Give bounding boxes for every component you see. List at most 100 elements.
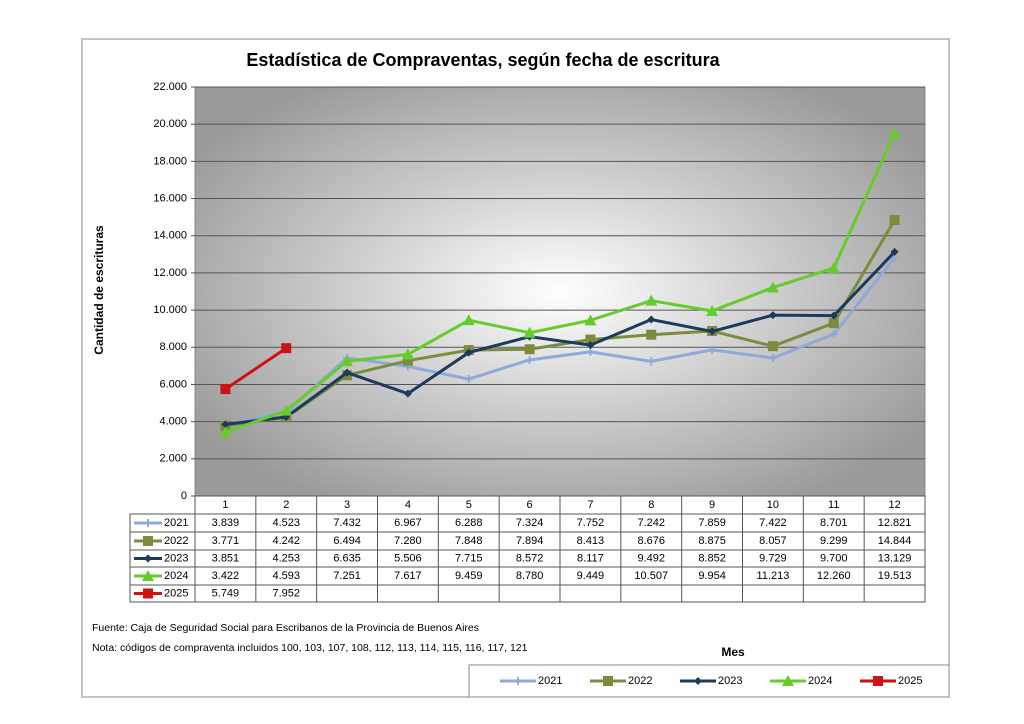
data-point bbox=[645, 294, 658, 306]
legend-marker bbox=[694, 677, 702, 685]
chart-title: Estadística de Compraventas, según fecha… bbox=[246, 50, 720, 70]
data-point bbox=[401, 348, 414, 360]
table-cell: 9.700 bbox=[820, 552, 848, 564]
row-label: 2022 bbox=[164, 535, 188, 547]
x-axis-label: Mes bbox=[721, 645, 745, 659]
x-tick-label: 5 bbox=[466, 499, 472, 511]
data-point bbox=[523, 326, 536, 338]
x-tick-label: 7 bbox=[587, 499, 593, 511]
data-point bbox=[585, 334, 596, 345]
x-tick-label: 10 bbox=[767, 499, 779, 511]
row-key-marker bbox=[144, 554, 152, 563]
series-line bbox=[224, 132, 896, 434]
table-cell: 8.117 bbox=[577, 552, 604, 564]
data-point bbox=[280, 404, 293, 416]
data-point bbox=[462, 314, 475, 326]
data-point bbox=[586, 341, 595, 350]
x-tick-label: 9 bbox=[709, 499, 715, 511]
data-point bbox=[829, 311, 838, 320]
data-point bbox=[646, 329, 657, 340]
table-cell: 9.459 bbox=[455, 570, 483, 582]
legend-label: 2023 bbox=[718, 675, 742, 687]
table-cell: 7.422 bbox=[759, 517, 787, 529]
table-cell: 5.506 bbox=[394, 552, 422, 564]
table-cell: 9.954 bbox=[698, 570, 726, 582]
table-cell: 8.572 bbox=[516, 552, 544, 564]
y-tick-label: 4.000 bbox=[159, 416, 187, 428]
data-point bbox=[403, 389, 412, 398]
note: Nota: códigos de compraventa incluidos 1… bbox=[92, 642, 528, 654]
table-cell: 7.251 bbox=[333, 570, 361, 582]
table-cell: 4.523 bbox=[272, 517, 300, 529]
y-tick-label: 16.000 bbox=[153, 192, 187, 204]
table-cell: 9.492 bbox=[637, 552, 665, 564]
data-point bbox=[647, 357, 656, 366]
data-point bbox=[647, 315, 656, 324]
x-tick-label: 2 bbox=[283, 499, 289, 511]
legend-label: 2025 bbox=[898, 675, 922, 687]
table-cell: 3.839 bbox=[212, 517, 240, 529]
row-key-marker bbox=[142, 570, 154, 581]
table-cell: 13.129 bbox=[878, 552, 912, 564]
row-key-marker bbox=[144, 519, 152, 527]
table-cell: 9.299 bbox=[820, 535, 848, 547]
data-point bbox=[464, 348, 473, 357]
data-point bbox=[890, 247, 899, 256]
data-point bbox=[586, 347, 595, 356]
data-point bbox=[221, 420, 230, 429]
source: Fuente: Caja de Seguridad Social para Es… bbox=[92, 622, 479, 634]
table-cell: 3.851 bbox=[212, 552, 240, 564]
legend-label: 2021 bbox=[538, 675, 562, 687]
x-tick-label: 12 bbox=[888, 499, 900, 511]
table-cell: 14.844 bbox=[878, 535, 912, 547]
y-tick-label: 6.000 bbox=[159, 378, 187, 390]
table-cell: 7.952 bbox=[272, 587, 300, 599]
table-cell: 7.280 bbox=[394, 535, 422, 547]
plot-area bbox=[194, 86, 926, 497]
data-point bbox=[827, 262, 840, 274]
table-cell: 7.848 bbox=[455, 535, 483, 547]
data-point bbox=[341, 355, 354, 367]
data-point bbox=[220, 384, 231, 395]
table-cell: 4.242 bbox=[272, 535, 300, 547]
x-tick-label: 1 bbox=[222, 499, 228, 511]
data-point bbox=[829, 330, 838, 339]
table-cell: 8.413 bbox=[577, 535, 605, 547]
table-cell: 12.821 bbox=[878, 517, 912, 529]
table-cell: 8.780 bbox=[516, 570, 544, 582]
table-cell: 9.729 bbox=[759, 552, 787, 564]
data-point bbox=[524, 344, 535, 355]
series-line bbox=[225, 219, 896, 428]
data-point bbox=[708, 345, 717, 354]
y-tick-label: 2.000 bbox=[159, 453, 187, 465]
y-tick-label: 10.000 bbox=[153, 304, 187, 316]
y-axis-label: Cantidad de escrituras bbox=[92, 225, 106, 355]
table-cell: 5.749 bbox=[212, 587, 240, 599]
table-cell: 7.715 bbox=[455, 552, 483, 564]
legend-marker bbox=[603, 676, 613, 686]
table-cell: 9.449 bbox=[577, 570, 605, 582]
table-cell: 8.057 bbox=[759, 535, 787, 547]
row-label: 2025 bbox=[164, 587, 188, 599]
table-cell: 4.593 bbox=[272, 570, 300, 582]
row-label: 2021 bbox=[164, 517, 188, 529]
data-point bbox=[828, 318, 839, 329]
y-tick-label: 0 bbox=[181, 490, 187, 502]
data-point bbox=[343, 368, 352, 377]
row-label: 2023 bbox=[164, 552, 188, 564]
x-tick-label: 4 bbox=[405, 499, 411, 511]
row-key-marker bbox=[143, 588, 153, 599]
table-cell: 7.752 bbox=[577, 517, 605, 529]
table-cell: 8.875 bbox=[698, 535, 726, 547]
x-tick-label: 3 bbox=[344, 499, 350, 511]
table-cell: 3.771 bbox=[212, 535, 240, 547]
table-cell: 6.635 bbox=[333, 552, 361, 564]
table-cell: 7.242 bbox=[637, 517, 665, 529]
data-point bbox=[584, 314, 597, 326]
y-tick-label: 18.000 bbox=[153, 155, 187, 167]
table-cell: 7.617 bbox=[394, 570, 422, 582]
table-cell: 10.507 bbox=[634, 570, 668, 582]
table-cell: 8.852 bbox=[698, 552, 726, 564]
